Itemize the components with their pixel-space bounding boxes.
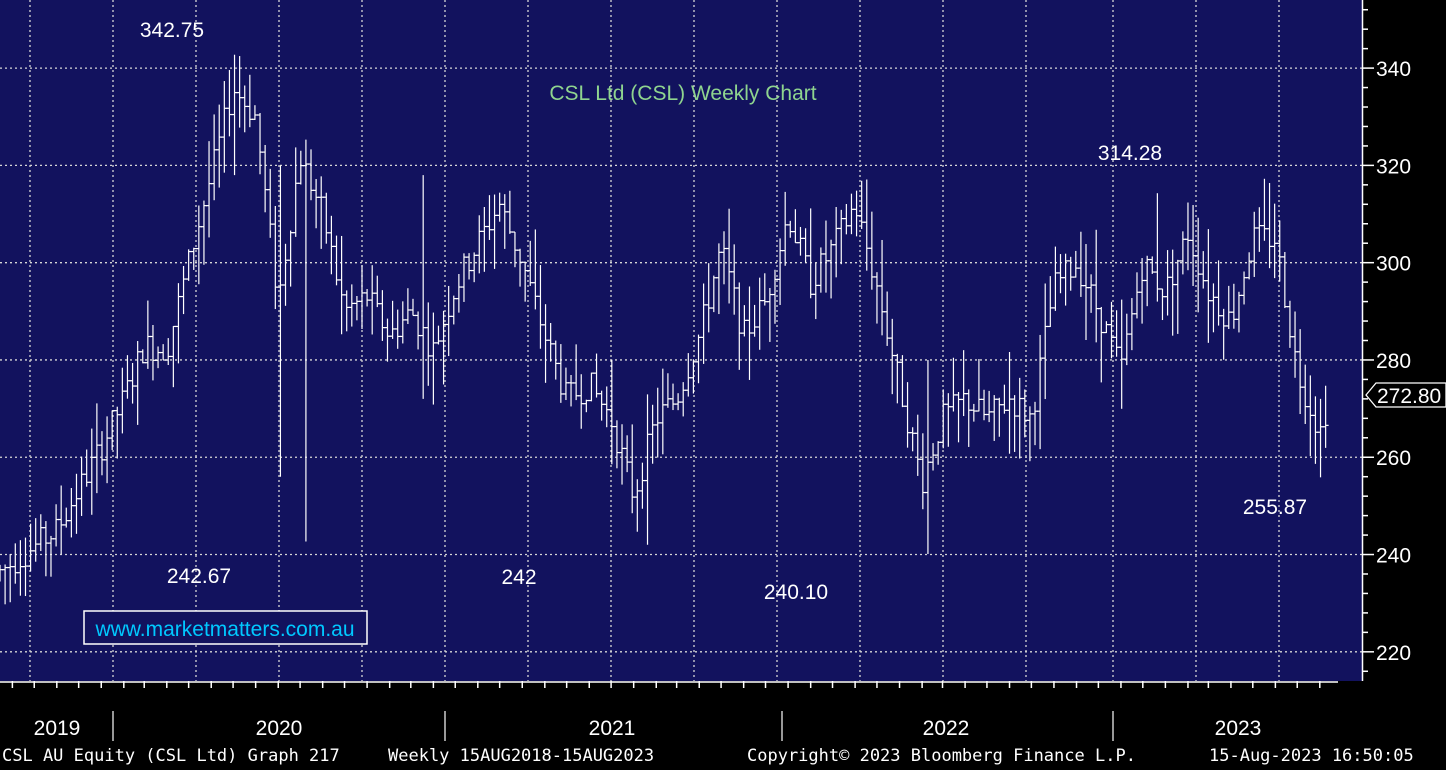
price-bars	[0, 54, 1329, 605]
x-year-label: 2021	[589, 717, 636, 740]
price-annotation: 342.75	[140, 19, 204, 42]
gridlines	[0, 0, 1362, 681]
y-tick-label: 220	[1376, 642, 1411, 665]
x-year-label: 2019	[34, 717, 81, 740]
footer-security: CSL AU Equity (CSL Ltd) Graph 217	[2, 746, 340, 766]
watermark-text: www.marketmatters.com.au	[94, 618, 354, 641]
price-annotations: 342.75 242.67 242 240.10 314.28 255.87	[140, 19, 1307, 604]
y-tick-label: 280	[1376, 350, 1411, 373]
axis-background	[0, 681, 1362, 742]
price-annotation: 255.87	[1243, 496, 1307, 519]
price-axis: 220 240 260 280 300 320 340	[1361, 0, 1446, 742]
price-annotation: 242.67	[167, 565, 231, 588]
price-annotation: 314.28	[1098, 142, 1162, 165]
footer-copyright: Copyright© 2023 Bloomberg Finance L.P.	[747, 746, 1136, 766]
time-axis: 2019 2020 2021 2022 2023	[0, 681, 1362, 742]
y-tick-label: 260	[1376, 447, 1411, 470]
plot-background	[0, 0, 1362, 681]
y-tick-label: 320	[1376, 155, 1411, 178]
last-price-label: 272.80	[1377, 385, 1441, 408]
y-tick-label: 300	[1376, 253, 1411, 276]
last-price-marker: 272.80	[1365, 382, 1446, 408]
y-tick-label: 340	[1376, 58, 1411, 81]
last-price-box	[1365, 382, 1446, 408]
x-year-label: 2022	[923, 717, 970, 740]
y-tick-label: 240	[1376, 545, 1411, 568]
x-year-label: 2023	[1215, 717, 1262, 740]
watermark-border	[83, 610, 368, 645]
axis-background	[1362, 0, 1446, 742]
price-annotation: 240.10	[764, 581, 828, 604]
watermark-box: www.marketmatters.com.au	[83, 610, 368, 645]
status-footer: CSL AU Equity (CSL Ltd) Graph 217 Weekly…	[0, 742, 1446, 770]
footer-timestamp: 15-Aug-2023 16:50:05	[1209, 746, 1414, 766]
chart-title: CSL Ltd (CSL) Weekly Chart	[549, 82, 816, 105]
price-annotation: 242	[501, 566, 536, 589]
x-year-label: 2020	[256, 717, 303, 740]
footer-range: Weekly 15AUG2018-15AUG2023	[388, 746, 655, 766]
csl-weekly-chart: CSL Ltd (CSL) Weekly Chart 342.75 242.67 2…	[0, 0, 1446, 742]
